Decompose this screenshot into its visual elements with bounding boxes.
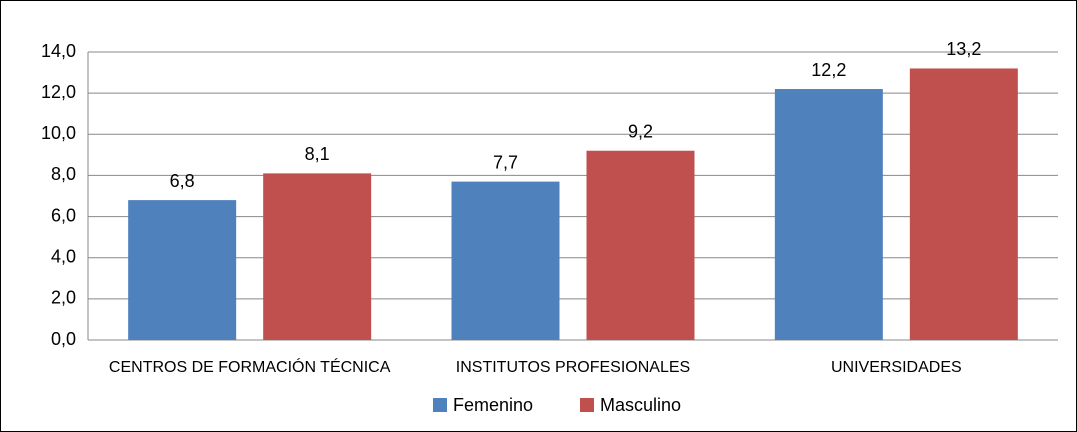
legend-label: Masculino	[600, 395, 681, 415]
y-tick-label: 10,0	[41, 123, 76, 143]
bar	[128, 200, 237, 340]
y-tick-label: 8,0	[51, 164, 76, 184]
bar	[451, 181, 560, 340]
legend-swatch	[580, 398, 594, 412]
y-tick-label: 0,0	[51, 329, 76, 349]
x-tick-label: CENTROS DE FORMACIÓN TÉCNICA	[108, 359, 391, 376]
x-tick-label: UNIVERSIDADES	[830, 359, 962, 376]
y-tick-label: 12,0	[41, 82, 76, 102]
bar	[263, 173, 372, 340]
legend-label: Femenino	[453, 395, 533, 415]
bar	[909, 68, 1018, 340]
y-tick-label: 4,0	[51, 246, 76, 266]
y-tick-label: 14,0	[41, 41, 76, 61]
legend-swatch	[433, 398, 447, 412]
data-label: 13,2	[946, 39, 981, 59]
data-label: 7,7	[493, 152, 518, 172]
y-tick-label: 2,0	[51, 288, 76, 308]
data-label: 8,1	[305, 144, 330, 164]
x-tick-label: INSTITUTOS PROFESIONALES	[455, 359, 691, 376]
data-label: 6,8	[170, 171, 195, 191]
data-label: 9,2	[628, 121, 653, 141]
bar	[586, 150, 695, 340]
data-label: 12,2	[811, 60, 846, 80]
y-tick-label: 6,0	[51, 205, 76, 225]
bar	[774, 89, 883, 341]
